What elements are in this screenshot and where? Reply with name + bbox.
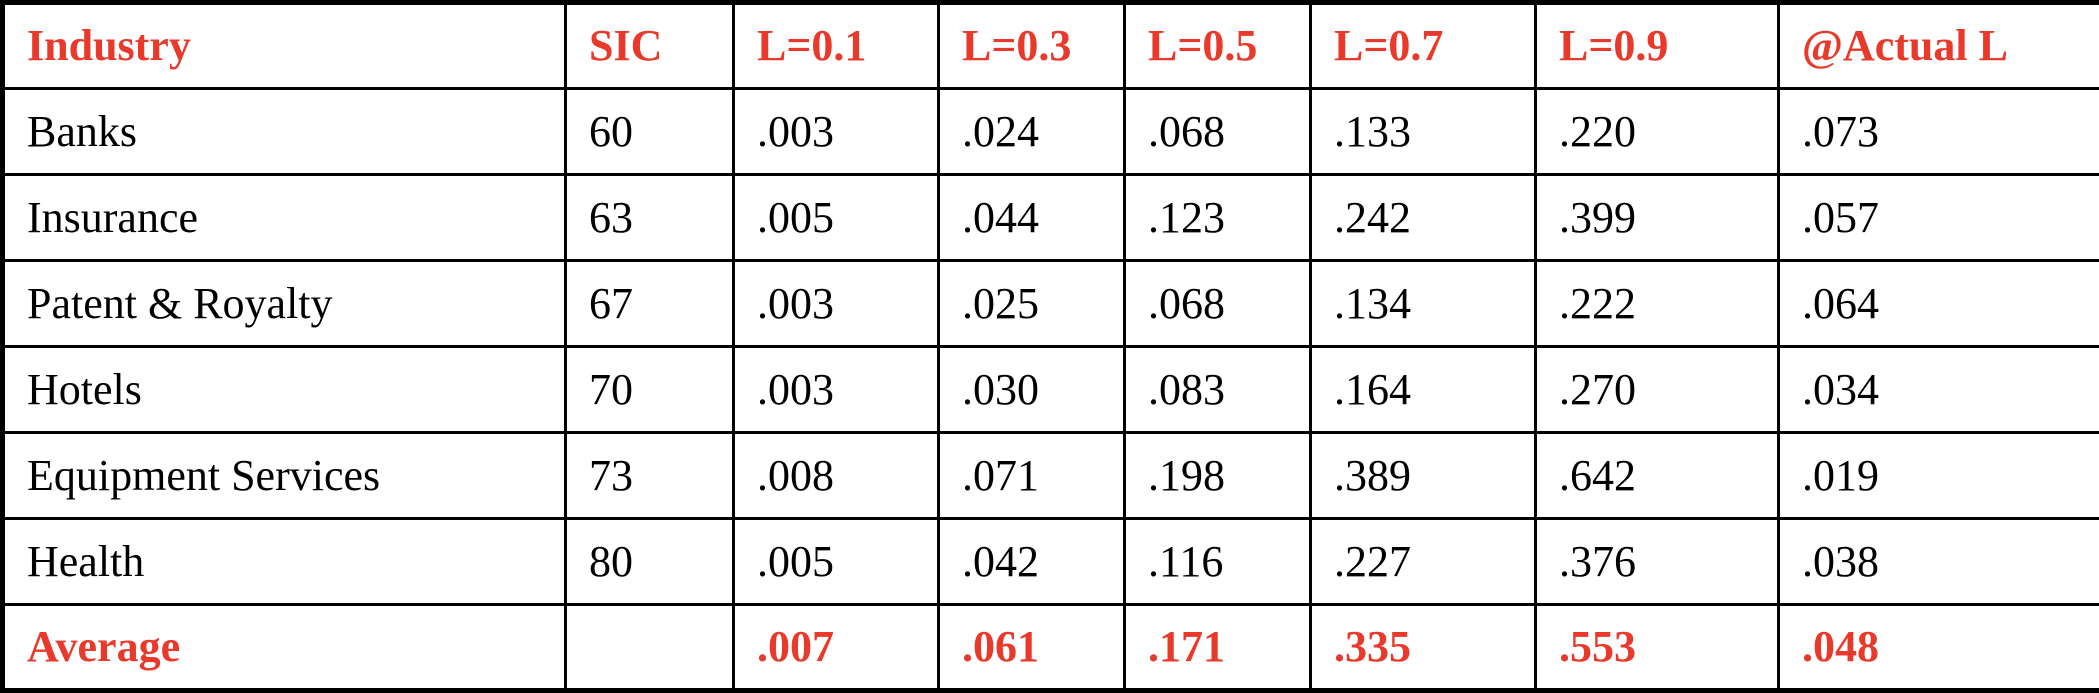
cell-l-0-7: .134 [1309, 259, 1537, 348]
cell-l-0-1: .008 [732, 431, 940, 520]
cell-l-0-7: .164 [1309, 345, 1537, 434]
cell-industry: Health [1, 517, 567, 606]
cell-actual-l: .064 [1777, 259, 2099, 348]
cell-actual-l: .038 [1777, 517, 2099, 606]
cell-actual-l: .034 [1777, 345, 2099, 434]
cell-l-0-5: .123 [1123, 173, 1312, 262]
average-l-0-7: .335 [1309, 603, 1537, 692]
cell-l-0-1: .003 [732, 345, 940, 434]
header-l-0-5: L=0.5 [1123, 1, 1312, 90]
average-sic [564, 603, 735, 692]
header-sic: SIC [564, 1, 735, 90]
cell-industry: Banks [1, 87, 567, 176]
cell-l-0-7: .227 [1309, 517, 1537, 606]
table-row: Banks 60 .003 .024 .068 .133 .220 .073 [1, 87, 2099, 176]
cell-l-0-5: .083 [1123, 345, 1312, 434]
header-l-0-9: L=0.9 [1534, 1, 1780, 90]
cell-l-0-5: .198 [1123, 431, 1312, 520]
cell-l-0-3: .024 [937, 87, 1126, 176]
cell-actual-l: .073 [1777, 87, 2099, 176]
cell-sic: 63 [564, 173, 735, 262]
average-l-0-9: .553 [1534, 603, 1780, 692]
cell-sic: 67 [564, 259, 735, 348]
cell-l-0-7: .133 [1309, 87, 1537, 176]
cell-sic: 60 [564, 87, 735, 176]
average-l-0-1: .007 [732, 603, 940, 692]
table-row: Health 80 .005 .042 .116 .227 .376 .038 [1, 517, 2099, 606]
average-label: Average [1, 603, 567, 692]
cell-l-0-7: .389 [1309, 431, 1537, 520]
cell-l-0-9: .220 [1534, 87, 1780, 176]
table-row: Hotels 70 .003 .030 .083 .164 .270 .034 [1, 345, 2099, 434]
cell-l-0-5: .068 [1123, 259, 1312, 348]
cell-sic: 73 [564, 431, 735, 520]
cell-l-0-9: .222 [1534, 259, 1780, 348]
cell-l-0-1: .005 [732, 517, 940, 606]
table-row: Equipment Services 73 .008 .071 .198 .38… [1, 431, 2099, 520]
cell-l-0-9: .642 [1534, 431, 1780, 520]
header-actual-l: @Actual L [1777, 1, 2099, 90]
cell-l-0-9: .376 [1534, 517, 1780, 606]
cell-l-0-1: .003 [732, 87, 940, 176]
header-l-0-7: L=0.7 [1309, 1, 1537, 90]
header-l-0-1: L=0.1 [732, 1, 940, 90]
cell-industry: Hotels [1, 345, 567, 434]
table-header-row: Industry SIC L=0.1 L=0.3 L=0.5 L=0.7 L=0… [1, 1, 2099, 90]
cell-l-0-3: .025 [937, 259, 1126, 348]
cell-l-0-9: .399 [1534, 173, 1780, 262]
cell-sic: 70 [564, 345, 735, 434]
cell-l-0-3: .071 [937, 431, 1126, 520]
cell-l-0-1: .003 [732, 259, 940, 348]
average-l-0-5: .171 [1123, 603, 1312, 692]
cell-actual-l: .019 [1777, 431, 2099, 520]
cell-industry: Equipment Services [1, 431, 567, 520]
cell-l-0-9: .270 [1534, 345, 1780, 434]
header-l-0-3: L=0.3 [937, 1, 1126, 90]
table-row: Insurance 63 .005 .044 .123 .242 .399 .0… [1, 173, 2099, 262]
table-row: Patent & Royalty 67 .003 .025 .068 .134 … [1, 259, 2099, 348]
average-actual-l: .048 [1777, 603, 2099, 692]
table-average-row: Average .007 .061 .171 .335 .553 .048 [1, 603, 2099, 692]
cell-l-0-5: .116 [1123, 517, 1312, 606]
cell-sic: 80 [564, 517, 735, 606]
cell-l-0-3: .030 [937, 345, 1126, 434]
cell-l-0-3: .044 [937, 173, 1126, 262]
cell-l-0-5: .068 [1123, 87, 1312, 176]
cell-l-0-3: .042 [937, 517, 1126, 606]
cell-l-0-7: .242 [1309, 173, 1537, 262]
average-l-0-3: .061 [937, 603, 1126, 692]
cell-l-0-1: .005 [732, 173, 940, 262]
header-industry: Industry [1, 1, 567, 90]
cell-industry: Insurance [1, 173, 567, 262]
cell-industry: Patent & Royalty [1, 259, 567, 348]
cell-actual-l: .057 [1777, 173, 2099, 262]
